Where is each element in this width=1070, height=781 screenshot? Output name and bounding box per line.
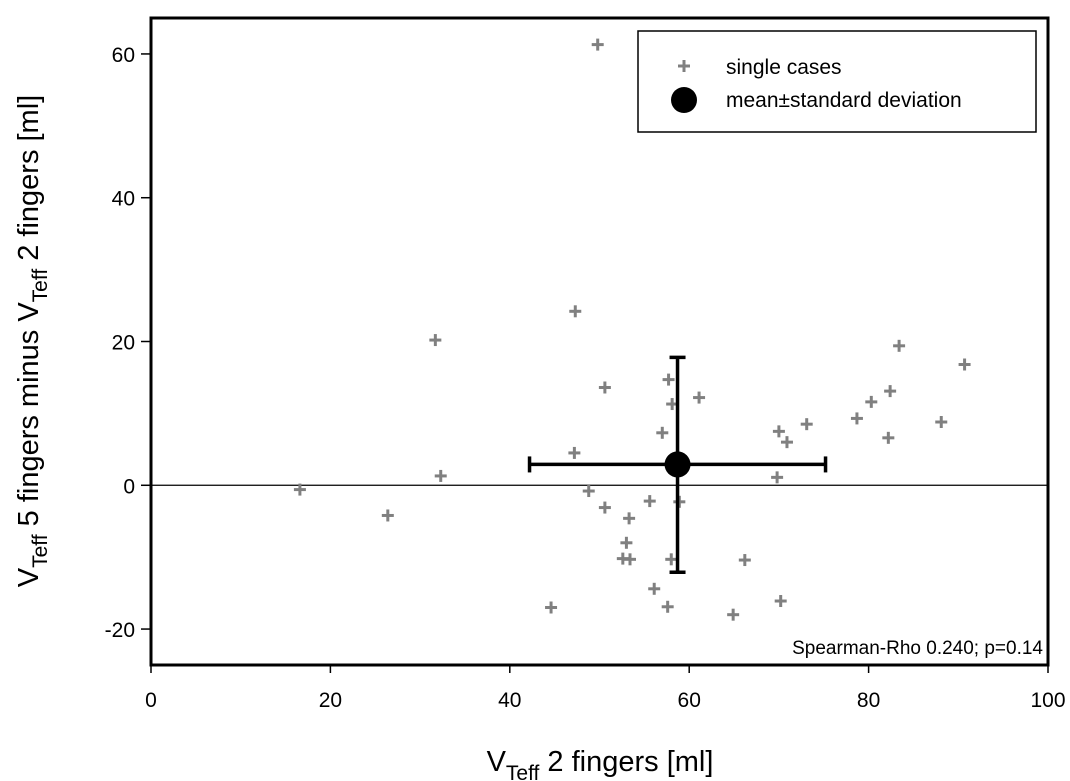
data-point: [772, 425, 785, 438]
legend-circle-marker: [671, 87, 697, 113]
data-point: [643, 495, 656, 508]
y-tick-label: 0: [123, 475, 135, 498]
data-point: [545, 601, 558, 614]
data-point: [620, 536, 633, 549]
data-point: [780, 436, 793, 449]
data-point: [582, 485, 595, 498]
data-point: [882, 431, 895, 444]
data-point: [598, 501, 611, 514]
data-point: [381, 509, 394, 522]
data-point: [935, 416, 948, 429]
data-point: [774, 595, 787, 608]
y-tick-label: 60: [112, 44, 135, 67]
data-point: [893, 339, 906, 352]
data-point: [429, 334, 442, 347]
x-tick-label: 40: [498, 689, 521, 712]
legend: single cases mean±standard deviation: [637, 30, 1037, 133]
y-axis-title: VTeff 5 fingers minus VTeff 2 fingers [m…: [13, 95, 52, 587]
data-point: [771, 471, 784, 484]
data-point: [665, 553, 678, 566]
y-tick-label: 40: [112, 188, 135, 211]
x-tick-label: 100: [1030, 689, 1065, 712]
x-tick-label: 80: [857, 689, 880, 712]
data-point: [738, 554, 751, 567]
data-point: [884, 385, 897, 398]
y-axis-ticks: -20 0 20 40 60: [105, 44, 151, 642]
data-point: [673, 495, 686, 508]
data-point: [800, 418, 813, 431]
data-point: [598, 381, 611, 394]
data-point: [623, 512, 636, 525]
x-tick-label: 20: [319, 689, 342, 712]
mean-sd-marker: [527, 355, 828, 575]
data-point: [661, 600, 674, 613]
data-point: [648, 582, 661, 595]
x-axis-title: VTeff 2 fingers [ml]: [487, 746, 714, 781]
data-point: [569, 305, 582, 318]
y-tick-label: -20: [105, 619, 135, 642]
mean-point: [664, 451, 691, 478]
spearman-annotation: Spearman-Rho 0.240; p=0.14: [792, 638, 1043, 659]
data-point: [434, 469, 447, 482]
x-tick-label: 0: [145, 689, 157, 712]
data-point: [662, 373, 675, 386]
y-tick-label: 20: [112, 332, 135, 355]
data-point: [293, 483, 306, 496]
data-point: [727, 608, 740, 621]
legend-box: [637, 30, 1037, 133]
data-point: [568, 446, 581, 459]
data-point: [693, 391, 706, 404]
x-axis-ticks: 0 20 40 60 80 100: [145, 665, 1066, 712]
x-tick-label: 60: [678, 689, 701, 712]
data-point: [623, 553, 636, 566]
single-case-points: [293, 38, 971, 621]
data-point: [958, 358, 971, 371]
legend-label-mean-sd: mean±standard deviation: [726, 89, 962, 112]
legend-label-single-cases: single cases: [726, 56, 842, 79]
data-point: [865, 395, 878, 408]
data-point: [656, 426, 669, 439]
data-point: [591, 38, 604, 51]
data-point: [850, 412, 863, 425]
legend-plus-marker: [678, 60, 690, 72]
